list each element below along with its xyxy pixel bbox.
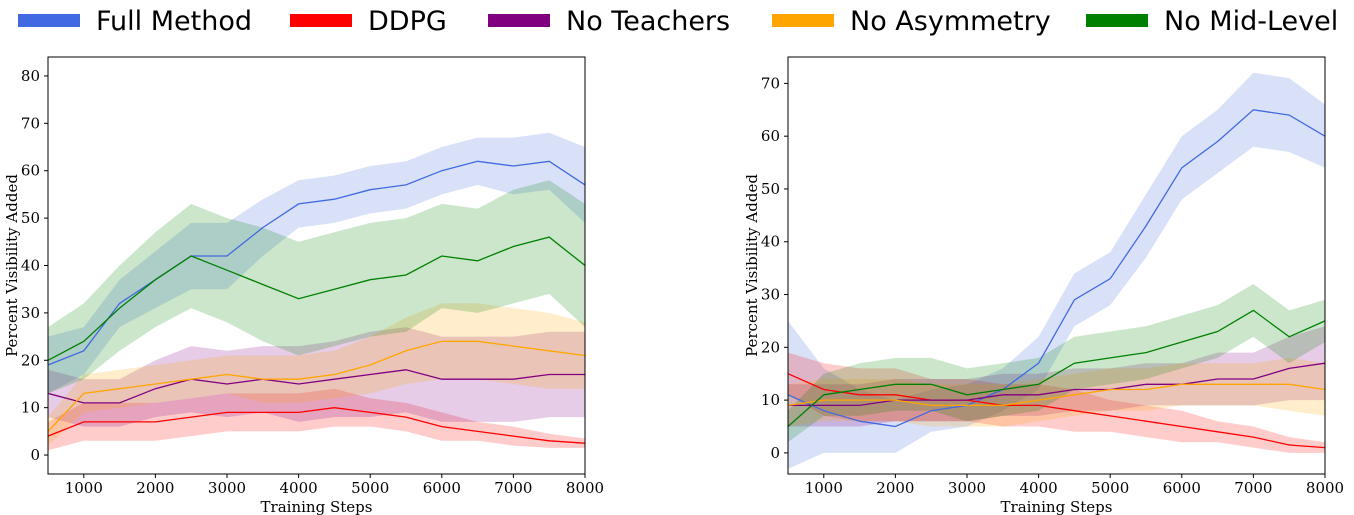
x-tick-label: 8000 — [566, 479, 604, 497]
x-tick-label: 3000 — [948, 479, 986, 497]
x-tick-label: 5000 — [351, 479, 389, 497]
y-tick-label: 70 — [761, 74, 780, 92]
y-tick-label: 60 — [761, 127, 780, 145]
x-tick-label: 4000 — [280, 479, 318, 497]
y-tick-label: 10 — [21, 399, 40, 417]
y-axis-label: Percent Visibility Added — [743, 174, 761, 357]
legend-label: No Asymmetry — [850, 6, 1051, 37]
y-tick-label: 40 — [21, 257, 40, 275]
x-tick-label: 4000 — [1020, 479, 1058, 497]
legend-swatch — [290, 14, 352, 27]
x-tick-label: 8000 — [1306, 479, 1344, 497]
x-tick-label: 7000 — [494, 479, 532, 497]
x-tick-label: 7000 — [1234, 479, 1272, 497]
y-tick-label: 50 — [21, 209, 40, 227]
y-tick-label: 30 — [761, 286, 780, 304]
y-tick-label: 50 — [761, 180, 780, 198]
x-axis-label: Training Steps — [1001, 498, 1113, 515]
chart-right: 1000 2000 3000 4000 5000 6000 7000 8000 0 10 20 30 4… — [743, 57, 1344, 515]
x-tick-label: 1000 — [65, 479, 103, 497]
x-tick-label: 5000 — [1091, 479, 1129, 497]
x-axis-label: Training Steps — [261, 498, 373, 515]
y-tick-label: 80 — [21, 67, 40, 85]
legend-item-no-teachers: No Teachers — [488, 6, 730, 37]
legend-swatch — [772, 14, 834, 27]
legend: Full Method DDPG No Teachers No Asymmetr… — [18, 6, 1338, 37]
legend-item-full-method: Full Method — [18, 6, 252, 37]
legend-swatch — [1086, 14, 1148, 27]
y-tick-label: 40 — [761, 233, 780, 251]
y-axis-label: Percent Visibility Added — [3, 174, 21, 357]
y-tick-label: 0 — [770, 444, 780, 462]
plot-area — [48, 133, 585, 451]
chart-left: 1000 2000 3000 4000 5000 6000 7000 8000 0 10 20 30 4… — [3, 57, 604, 515]
y-tick-label: 30 — [21, 304, 40, 322]
legend-label: No Mid-Level — [1164, 6, 1338, 37]
legend-swatch — [488, 14, 550, 27]
x-tick-label: 6000 — [423, 479, 461, 497]
y-tick-label: 70 — [21, 114, 40, 132]
x-tick-label: 2000 — [136, 479, 174, 497]
legend-item-no-mid-level: No Mid-Level — [1086, 6, 1338, 37]
legend-item-ddpg: DDPG — [290, 6, 447, 37]
y-tick-label: 10 — [761, 391, 780, 409]
x-tick-label: 2000 — [876, 479, 914, 497]
plot-area — [788, 73, 1325, 469]
y-tick-label: 60 — [21, 162, 40, 180]
legend-label: DDPG — [368, 6, 447, 37]
y-tick-label: 0 — [30, 446, 40, 464]
x-tick-label: 6000 — [1163, 479, 1201, 497]
legend-swatch — [18, 14, 80, 27]
x-tick-label: 3000 — [208, 479, 246, 497]
legend-item-no-asymmetry: No Asymmetry — [772, 6, 1051, 37]
legend-label: Full Method — [96, 6, 252, 37]
y-tick-label: 20 — [761, 338, 780, 356]
x-tick-label: 1000 — [805, 479, 843, 497]
y-tick-label: 20 — [21, 351, 40, 369]
legend-label: No Teachers — [566, 6, 730, 37]
